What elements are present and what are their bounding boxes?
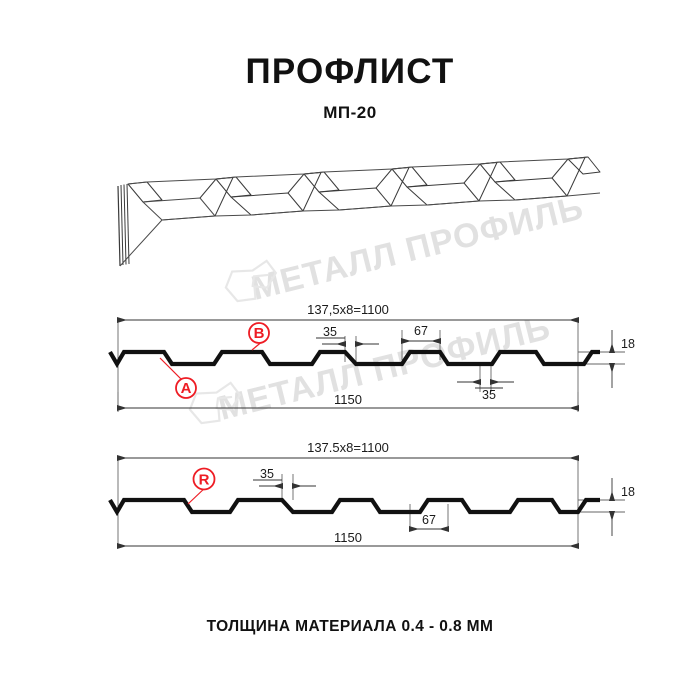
dim-rib-top-35-bottom: 35 bbox=[260, 467, 274, 481]
page-title: ПРОФЛИСТ bbox=[245, 52, 455, 91]
dim-working-width-top: 137,5x8=1100 bbox=[307, 302, 389, 317]
balloon-b: B bbox=[248, 322, 270, 351]
profile-3d-view bbox=[117, 156, 601, 267]
dim-height-18-bottom: 18 bbox=[621, 485, 635, 499]
balloon-a: A bbox=[159, 357, 197, 399]
watermark-upper: МЕТАЛЛ ПРОФИЛЬ bbox=[224, 188, 587, 308]
dim-height-18-top: 18 bbox=[621, 337, 635, 351]
balloon-r: R bbox=[187, 467, 216, 505]
dim-rib-bottom-35: 35 bbox=[482, 388, 496, 402]
profile-outline-bottom bbox=[108, 497, 600, 517]
material-thickness-note: ТОЛЩИНА МАТЕРИАЛА 0.4 - 0.8 ММ bbox=[206, 618, 494, 635]
watermark-logo-upper bbox=[224, 259, 278, 303]
cross-section-front: 137,5x8=1100 1150 35 67 bbox=[108, 302, 635, 412]
dim-valley-67: 67 bbox=[414, 324, 428, 338]
cross-section-back: 137.5x8=1100 1150 35 67 1 bbox=[108, 440, 635, 549]
profile-outline-top bbox=[108, 349, 600, 369]
model-designation: МП-20 bbox=[323, 103, 377, 122]
dim-total-width-bottom: 1150 bbox=[334, 530, 362, 545]
balloon-a-label: A bbox=[181, 380, 192, 397]
watermark-lower: МЕТАЛЛ ПРОФИЛЬ bbox=[188, 308, 554, 428]
dim-working-width-bottom: 137.5x8=1100 bbox=[307, 440, 389, 455]
balloon-r-label: R bbox=[199, 472, 210, 489]
dim-rib-top-35: 35 bbox=[323, 325, 337, 339]
dim-total-width-top: 1150 bbox=[334, 392, 362, 407]
balloon-b-label: B bbox=[254, 325, 265, 342]
dim-valley-67-bottom: 67 bbox=[422, 513, 436, 527]
